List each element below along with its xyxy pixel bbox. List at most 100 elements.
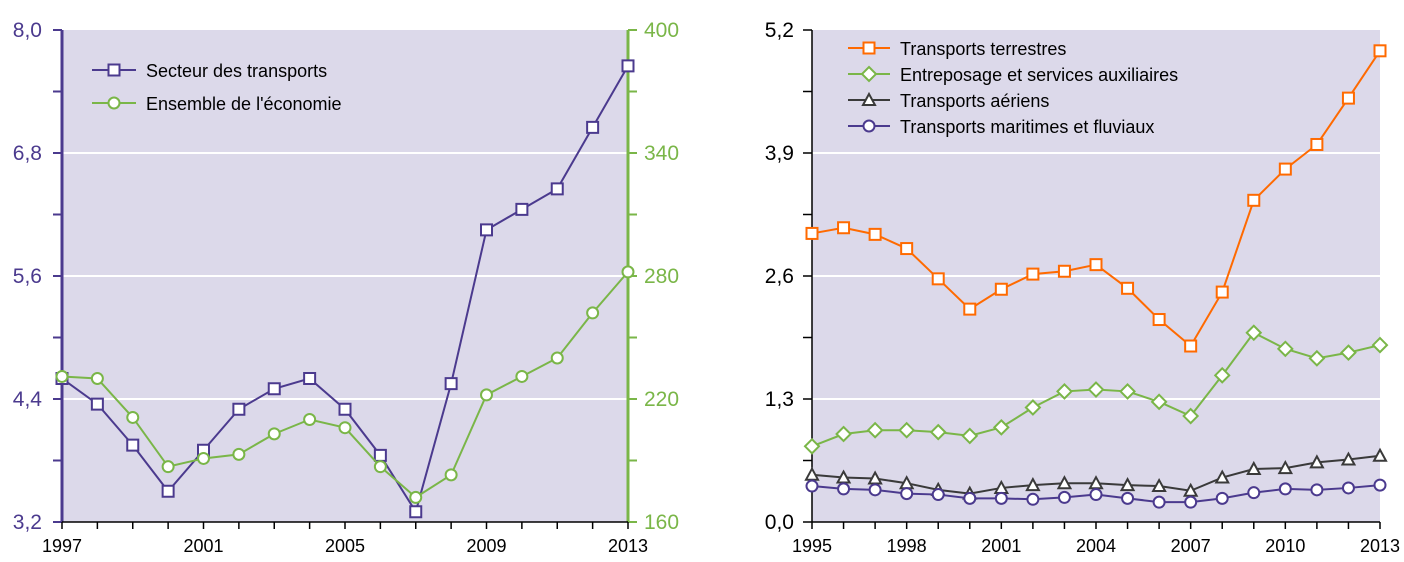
data-point xyxy=(1310,137,1324,151)
data-point xyxy=(550,182,564,196)
legend-marker xyxy=(862,119,876,133)
data-point xyxy=(267,382,281,396)
data-point xyxy=(1119,383,1136,400)
data-point xyxy=(931,488,945,502)
data-point xyxy=(126,410,140,424)
grid-left xyxy=(62,152,628,400)
legend-marker xyxy=(860,65,878,83)
data-point xyxy=(866,421,884,439)
data-point xyxy=(868,483,882,497)
data-point xyxy=(232,402,246,416)
y-tick-label-left: 6,8 xyxy=(13,142,42,165)
data-point xyxy=(1276,340,1294,358)
data-point xyxy=(1089,258,1103,272)
x-tick-label: 2004 xyxy=(1076,536,1116,556)
data-point xyxy=(1277,459,1294,475)
y-tick-label-right: 400 xyxy=(644,19,679,42)
data-point xyxy=(1215,285,1229,299)
data-point xyxy=(900,242,914,256)
data-point xyxy=(961,427,979,445)
data-point xyxy=(868,227,882,241)
x-tick-label: 2009 xyxy=(466,536,506,556)
data-point xyxy=(1057,264,1071,278)
data-point xyxy=(803,437,821,455)
data-point xyxy=(1213,366,1231,384)
x-tick-label: 1997 xyxy=(42,536,82,556)
legend-label: Transports maritimes et fluviaux xyxy=(900,117,1154,137)
data-point xyxy=(1340,344,1357,362)
x-tick-label: 2001 xyxy=(981,536,1021,556)
data-point xyxy=(1152,495,1166,509)
data-point xyxy=(303,372,317,385)
data-point xyxy=(1278,162,1292,176)
data-point xyxy=(550,351,564,365)
data-point xyxy=(1119,477,1136,492)
x-tick-label: 2001 xyxy=(183,536,223,556)
legend-marker xyxy=(107,63,121,77)
data-point xyxy=(1026,492,1040,506)
data-point xyxy=(1341,91,1355,105)
data-point xyxy=(1089,488,1103,502)
data-point xyxy=(55,369,69,383)
data-point xyxy=(805,226,819,240)
data-point xyxy=(1026,267,1040,281)
data-point xyxy=(1057,490,1071,504)
legend-label: Transports aériens xyxy=(900,91,1049,111)
data-point xyxy=(835,425,852,443)
data-point xyxy=(1214,469,1230,484)
data-point xyxy=(1121,491,1135,505)
data-point xyxy=(1310,483,1324,497)
data-point xyxy=(303,413,317,426)
data-point xyxy=(1308,349,1326,367)
data-point xyxy=(90,372,104,385)
data-point xyxy=(409,490,423,504)
data-point xyxy=(480,388,493,402)
legend-label: Entreposage et services auxiliaires xyxy=(900,65,1178,85)
data-point xyxy=(338,402,352,416)
y-tick-label-right: 220 xyxy=(644,388,679,411)
data-point xyxy=(963,302,977,316)
x-tick-label: 2013 xyxy=(1360,536,1400,556)
data-point xyxy=(1246,460,1262,476)
data-point xyxy=(161,460,175,474)
data-point xyxy=(1150,393,1168,411)
y-tick-label: 3,9 xyxy=(765,142,794,165)
data-point xyxy=(232,447,246,461)
chart-left: 3,2 4,4 5,6 6,8 8,0 160 220 280 340 400 1997 2001 20… xyxy=(13,19,679,556)
x-tick-label: 2005 xyxy=(325,536,365,556)
data-point xyxy=(515,202,529,216)
data-point xyxy=(1215,491,1229,505)
data-point xyxy=(931,272,945,286)
data-point xyxy=(126,438,140,452)
data-point xyxy=(1373,478,1387,492)
data-point xyxy=(621,265,635,279)
data-point xyxy=(929,423,947,441)
data-point xyxy=(480,223,493,237)
legend-label: Transports terrestres xyxy=(900,39,1066,59)
data-point xyxy=(1245,324,1263,342)
data-point xyxy=(1278,482,1292,496)
x-tick-label: 2007 xyxy=(1171,536,1211,556)
data-point xyxy=(837,221,851,235)
y-tick-label-left: 3,2 xyxy=(13,511,42,534)
data-point xyxy=(515,369,529,383)
x-tick-label: 2010 xyxy=(1265,536,1305,556)
y-tick-label-left: 4,4 xyxy=(13,388,43,411)
y-tick-label: 5,2 xyxy=(765,19,794,42)
y-tick-label: 2,6 xyxy=(765,265,794,288)
data-point xyxy=(338,421,352,435)
data-point xyxy=(1121,281,1135,295)
data-point xyxy=(90,397,104,411)
data-point xyxy=(1340,451,1357,466)
data-point xyxy=(267,427,281,441)
data-point xyxy=(197,451,210,465)
data-point xyxy=(1372,447,1388,462)
data-point xyxy=(1309,454,1325,469)
legend-label: Ensemble de l'économie xyxy=(146,94,342,114)
x-tick-label: 1995 xyxy=(792,536,832,556)
data-point xyxy=(586,120,600,134)
axes-left-chart: 3,2 4,4 5,6 6,8 8,0 160 220 280 340 400 1997 2001 20… xyxy=(13,19,679,556)
grid-right xyxy=(812,152,1380,400)
x-tick-label: 1998 xyxy=(887,536,927,556)
